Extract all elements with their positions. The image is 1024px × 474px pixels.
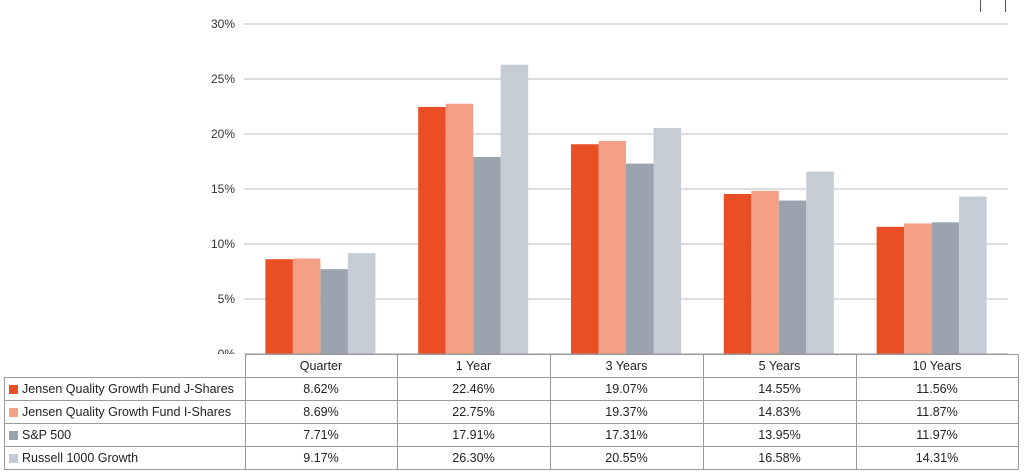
bar [598,140,626,354]
frame-mark-left [980,0,981,12]
table-cell: 13.95% [702,423,857,447]
table-cell: 19.37% [549,400,704,424]
table-cell: 8.69% [244,400,398,424]
table-header-row: Quarter 1 Year 3 Years 5 Years 10 Years [4,354,1019,378]
table-cell: 19.07% [549,377,704,401]
table-cell: 17.31% [549,423,704,447]
bar [904,223,932,354]
y-tick-label: 5% [218,292,236,306]
series-name: S&P 500 [22,428,72,442]
bar [445,103,474,354]
table-cell: 11.87% [855,400,1019,424]
category-header: 10 Years [855,354,1019,378]
bar [931,222,960,354]
category-header: 1 Year [396,354,551,378]
bar [653,127,681,354]
category-header: Quarter [244,354,398,378]
bar [292,258,321,354]
table-cell: 17.91% [396,423,551,447]
series-name: Jensen Quality Growth Fund J-Shares [22,382,234,396]
series-name: Jensen Quality Growth Fund I-Shares [22,405,232,419]
table-cell: 22.75% [396,400,551,424]
table-cell: 11.56% [855,377,1019,401]
legend-entry: Russell 1000 Growth [4,446,246,470]
table-cell: 9.17% [244,446,398,470]
bar [418,106,446,354]
table-cell: 11.97% [855,423,1019,447]
table-corner [4,354,246,378]
bar [265,259,293,354]
bar [806,171,834,354]
bar [571,144,599,354]
y-tick-label: 15% [211,182,235,196]
bar [959,196,987,354]
legend-swatch [9,431,18,440]
data-table: Quarter 1 Year 3 Years 5 Years 10 Years … [4,354,1019,470]
series-name: Russell 1000 Growth [22,451,139,465]
table-cell: 26.30% [396,446,551,470]
bar [626,163,654,354]
bar [876,226,905,354]
table-cell: 14.83% [702,400,857,424]
table-cell: 14.55% [702,377,857,401]
bar [778,200,807,354]
table-row: Jensen Quality Growth Fund I-Shares 8.69… [4,400,1019,424]
table-cell: 14.31% [855,446,1019,470]
table-cell: 16.58% [702,446,857,470]
legend-entry: Jensen Quality Growth Fund I-Shares [4,400,246,424]
bar [500,64,529,354]
legend-swatch [9,454,18,463]
bar [347,253,376,354]
bar [751,190,779,354]
y-tick-label: 20% [211,127,235,141]
legend-swatch [9,385,18,394]
legend-entry: Jensen Quality Growth Fund J-Shares [4,377,246,401]
bar-chart: 0% 5% 10% 15% 20% 25% 30% [211,17,1008,354]
bar [723,193,752,354]
y-tick-label: 10% [211,237,235,251]
bar [320,269,348,354]
legend-entry: S&P 500 [4,423,246,447]
frame-mark-right [1005,0,1006,12]
table-row: Russell 1000 Growth 9.17% 26.30% 20.55% … [4,446,1019,470]
y-tick-label: 0% [218,347,236,354]
y-tick-label: 30% [211,17,235,31]
table-row: Jensen Quality Growth Fund J-Shares 8.62… [4,377,1019,401]
legend-swatch [9,408,18,417]
table-cell: 20.55% [549,446,704,470]
category-header: 5 Years [702,354,857,378]
table-row: S&P 500 7.71% 17.91% 17.31% 13.95% 11.97… [4,423,1019,447]
bar [473,156,501,354]
table-cell: 22.46% [396,377,551,401]
category-header: 3 Years [549,354,704,378]
table-cell: 8.62% [244,377,398,401]
table-cell: 7.71% [244,423,398,447]
y-tick-label: 25% [211,72,235,86]
